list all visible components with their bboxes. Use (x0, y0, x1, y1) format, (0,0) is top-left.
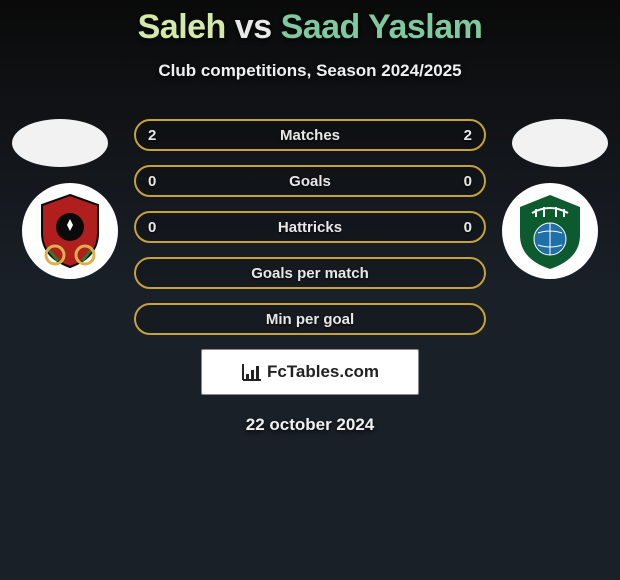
stat-label: Goals per match (251, 265, 369, 282)
stat-label: Min per goal (266, 311, 354, 328)
stat-row-min-per-goal: Min per goal (134, 303, 486, 335)
brand-text: FcTables.com (267, 362, 379, 382)
stat-left-value: 0 (148, 173, 168, 190)
player1-club-badge (22, 183, 118, 279)
header: Saleh vs Saad Yaslam Club competitions, … (0, 0, 620, 81)
stat-right-value: 2 (452, 127, 472, 144)
club-badge-left-icon (28, 189, 112, 273)
player2-avatar (512, 119, 608, 167)
bar-chart-icon (241, 362, 263, 382)
player2-name: Saad Yaslam (281, 8, 483, 46)
stat-row-goals: 0 Goals 0 (134, 165, 486, 197)
brand-attribution[interactable]: FcTables.com (201, 349, 419, 395)
stat-row-matches: 2 Matches 2 (134, 119, 486, 151)
stat-label: Matches (280, 127, 340, 144)
player1-name: Saleh (138, 8, 226, 46)
stat-row-hattricks: 0 Hattricks 0 (134, 211, 486, 243)
date-text: 22 october 2024 (0, 415, 620, 435)
comparison-body: 2 Matches 2 0 Goals 0 0 Hattricks 0 Goal… (0, 119, 620, 435)
stat-row-goals-per-match: Goals per match (134, 257, 486, 289)
vs-text: vs (235, 8, 272, 46)
subtitle: Club competitions, Season 2024/2025 (0, 61, 620, 81)
player2-club-badge (502, 183, 598, 279)
stat-label: Hattricks (278, 219, 342, 236)
stat-right-value: 0 (452, 219, 472, 236)
stat-left-value: 0 (148, 219, 168, 236)
player1-avatar (12, 119, 108, 167)
stat-right-value: 0 (452, 173, 472, 190)
stat-label: Goals (289, 173, 331, 190)
stat-left-value: 2 (148, 127, 168, 144)
page-title: Saleh vs Saad Yaslam (0, 8, 620, 47)
stat-rows: 2 Matches 2 0 Goals 0 0 Hattricks 0 Goal… (134, 119, 486, 335)
club-badge-right-icon (508, 189, 592, 273)
